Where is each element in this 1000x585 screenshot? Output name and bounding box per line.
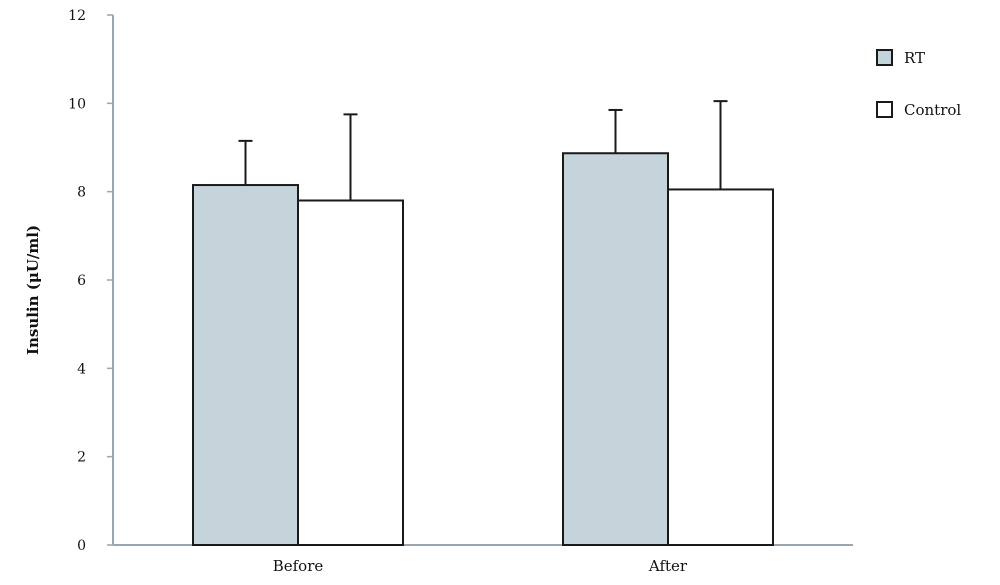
y-tick-label: 4 [77,361,86,377]
y-axis-title: Insulin (μU/ml) [24,225,42,355]
bar-rt-before [192,184,299,547]
x-category-label: After [648,557,688,575]
bar-rt-after [562,152,669,546]
y-tick-label: 8 [77,185,86,201]
y-tick-label: 12 [68,8,86,24]
bar-control-after [667,188,774,546]
legend-label-rt: RT [904,49,925,67]
legend-label-control: Control [904,101,961,119]
y-tick-label: 6 [77,273,86,289]
chart-error-bars [238,100,728,201]
legend: RT Control [876,49,961,119]
legend-swatch-rt [876,49,893,66]
chart-bars [192,152,774,547]
y-tick-label: 10 [68,96,86,112]
y-axis-ticks: 0 2 4 6 8 10 12 [68,8,113,554]
x-category-label: Before [273,557,324,575]
y-tick-label: 0 [77,538,86,554]
x-axis-categories: Before After [273,557,688,575]
legend-swatch-control [876,101,893,118]
bar-control-before [297,199,404,546]
y-tick-label: 2 [77,450,86,466]
